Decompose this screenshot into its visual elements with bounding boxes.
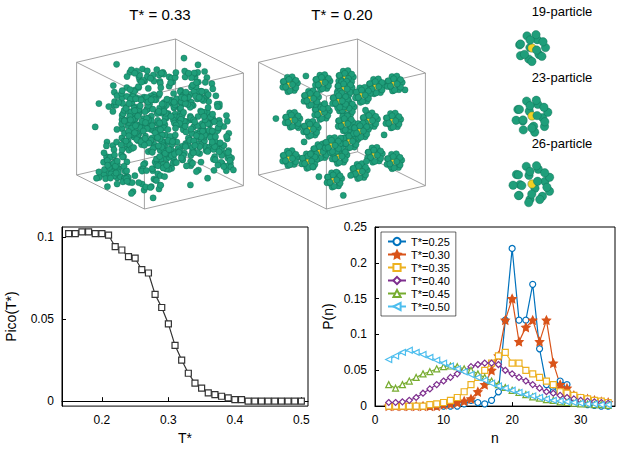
svg-text:20: 20 — [505, 413, 519, 427]
svg-text:0: 0 — [360, 399, 367, 413]
svg-text:T*=0.40: T*=0.40 — [411, 275, 450, 287]
svg-text:T*=0.50: T*=0.50 — [411, 301, 450, 313]
svg-text:26-particle: 26-particle — [532, 136, 593, 151]
svg-text:Pico(T*): Pico(T*) — [3, 291, 19, 342]
svg-text:T*=0.25: T*=0.25 — [411, 236, 450, 248]
svg-text:0.25: 0.25 — [344, 220, 368, 234]
svg-text:0.05: 0.05 — [31, 312, 55, 326]
svg-text:0.2: 0.2 — [94, 413, 111, 427]
svg-text:T* = 0.33: T* = 0.33 — [129, 6, 190, 23]
svg-text:10: 10 — [437, 413, 451, 427]
svg-text:0.5: 0.5 — [293, 413, 310, 427]
svg-text:T*=0.45: T*=0.45 — [411, 288, 450, 300]
svg-text:T*=0.35: T*=0.35 — [411, 262, 450, 274]
svg-text:P(n): P(n) — [320, 303, 336, 329]
svg-text:0.05: 0.05 — [344, 363, 368, 377]
svg-text:30: 30 — [574, 413, 588, 427]
svg-text:0.15: 0.15 — [344, 292, 368, 306]
svg-text:0.1: 0.1 — [37, 230, 54, 244]
svg-text:n: n — [491, 430, 499, 446]
svg-text:0.1: 0.1 — [350, 327, 367, 341]
svg-text:19-particle: 19-particle — [532, 4, 593, 19]
svg-text:0.2: 0.2 — [350, 256, 367, 270]
svg-text:T*: T* — [178, 430, 193, 446]
svg-text:0: 0 — [372, 413, 379, 427]
svg-text:T* = 0.20: T* = 0.20 — [311, 6, 372, 23]
svg-text:0.3: 0.3 — [160, 413, 177, 427]
svg-text:0: 0 — [47, 394, 54, 408]
svg-text:T*=0.30: T*=0.30 — [411, 249, 450, 261]
svg-text:23-particle: 23-particle — [532, 70, 593, 85]
svg-text:0.4: 0.4 — [227, 413, 244, 427]
